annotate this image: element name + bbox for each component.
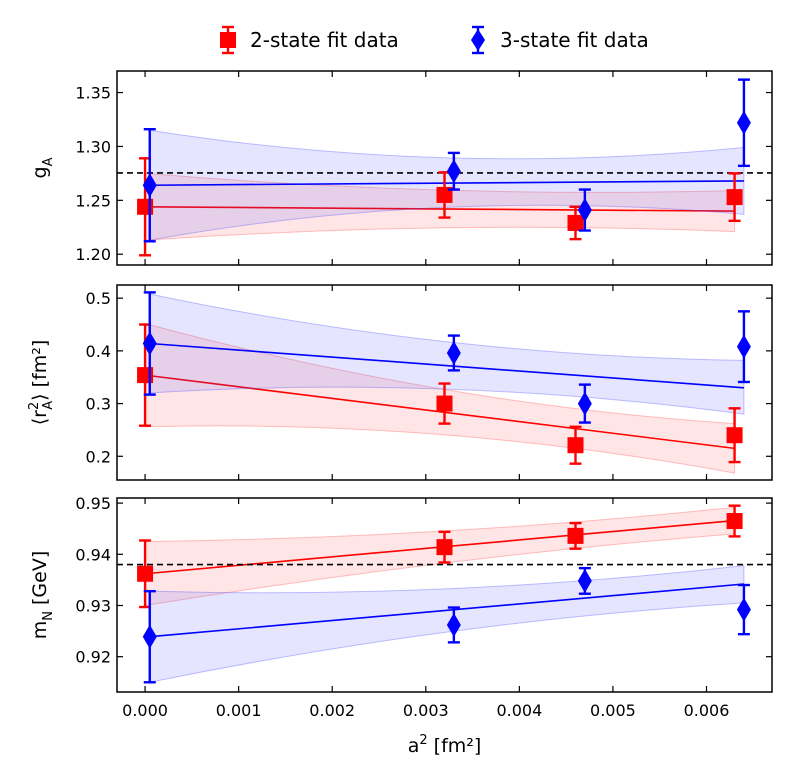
axes-frame xyxy=(116,284,773,481)
fit-line-2 xyxy=(149,583,744,638)
y-tick-label: 0.3 xyxy=(86,395,111,414)
data-point-square xyxy=(436,539,453,556)
data-point-diamond xyxy=(446,340,461,365)
y-tick-label: 0.92 xyxy=(75,648,111,667)
y-label-main: g xyxy=(29,166,51,178)
y-label-sup: 2 xyxy=(27,402,42,410)
legend-label: 3-state fit data xyxy=(500,28,649,52)
fit-band-2 xyxy=(149,293,745,415)
x-label-sup: 2 xyxy=(419,733,427,748)
y-tick-label: 0.95 xyxy=(75,494,111,513)
data-point-square xyxy=(726,189,743,206)
y-tick-label: 1.30 xyxy=(75,137,111,156)
fit-line-1 xyxy=(144,374,735,450)
y-label-main: ⟨r xyxy=(29,410,51,425)
x-label-main: a xyxy=(408,735,420,757)
panel-ra2: 0.2 0.3 0.4 0.5 ⟨r2A⟩ [fm²] xyxy=(27,284,773,481)
data-point-diamond xyxy=(736,334,751,359)
data-point-square xyxy=(436,395,453,412)
y-axis-label: mN [GeV] xyxy=(29,551,56,640)
y-tick-label: 0.93 xyxy=(75,596,111,615)
axes-frame xyxy=(116,497,773,693)
x-axis-label: a2 [fm²] xyxy=(408,733,482,757)
y-tick-label: 0.5 xyxy=(86,289,111,308)
y-label-sub: A xyxy=(41,157,56,166)
data-point-diamond xyxy=(577,391,592,416)
fit-band-2 xyxy=(149,129,745,241)
x-label-tail: [fm²] xyxy=(428,735,482,757)
fit-line-2 xyxy=(149,342,744,389)
fit-band-1 xyxy=(144,172,736,241)
legend: 2-state fit data 3-state fit data xyxy=(220,25,649,55)
y-label-tail: [GeV] xyxy=(29,551,51,611)
data-point-square xyxy=(726,427,743,444)
x-tick-label: 0.003 xyxy=(403,701,449,720)
legend-label: 2-state fit data xyxy=(250,28,399,52)
fit-line-1 xyxy=(145,206,735,212)
y-label-tail: ⟩ [fm²] xyxy=(29,340,51,401)
plot-area xyxy=(117,504,772,684)
y-tick-label: 0.2 xyxy=(86,447,111,466)
legend-marker-diamond xyxy=(471,29,485,51)
x-tick-label: 0.002 xyxy=(309,701,355,720)
plot-area xyxy=(137,291,751,474)
legend-marker-square xyxy=(220,32,236,48)
data-point-diamond xyxy=(736,597,751,622)
data-point-diamond xyxy=(142,331,157,356)
data-point-square xyxy=(137,565,154,582)
data-point-diamond xyxy=(142,173,157,198)
plot-area xyxy=(117,78,772,257)
x-tick-label: 0.006 xyxy=(684,701,730,720)
y-label-sub: N xyxy=(41,611,56,621)
y-tick-label: 1.25 xyxy=(75,191,111,210)
y-tick-label: 0.4 xyxy=(86,342,111,361)
data-point-diamond xyxy=(446,159,461,184)
data-point-square xyxy=(726,513,743,530)
data-point-diamond xyxy=(446,612,461,637)
axes-frame xyxy=(116,70,773,266)
data-point-square xyxy=(567,437,584,454)
data-point-square xyxy=(436,186,453,203)
fit-line-2 xyxy=(149,180,744,187)
x-tick-label: 0.001 xyxy=(216,701,262,720)
panel-ga: 1.20 1.25 1.30 1.35 gA xyxy=(29,70,773,266)
x-tick-label: 0.000 xyxy=(122,701,168,720)
x-tick-label: 0.005 xyxy=(590,701,636,720)
data-point-diamond xyxy=(577,198,592,223)
panel-mn: 0.92 0.93 0.94 0.95 0.000 0.001 0.002 0.003 0.00… xyxy=(29,494,773,757)
x-tick-label: 0.004 xyxy=(496,701,542,720)
y-axis-label: ⟨r2A⟩ [fm²] xyxy=(27,340,56,426)
y-tick-label: 1.20 xyxy=(75,245,111,264)
y-tick-label: 1.35 xyxy=(75,84,111,103)
y-tick-label: 0.94 xyxy=(75,545,111,564)
y-label-sub: A xyxy=(41,401,56,410)
data-point-square xyxy=(567,527,584,544)
data-point-square xyxy=(567,214,584,231)
data-point-diamond xyxy=(142,624,157,649)
y-label-main: m xyxy=(29,621,51,640)
data-point-diamond xyxy=(577,568,592,593)
data-point-diamond xyxy=(736,110,751,135)
y-axis-label: gA xyxy=(29,157,56,178)
